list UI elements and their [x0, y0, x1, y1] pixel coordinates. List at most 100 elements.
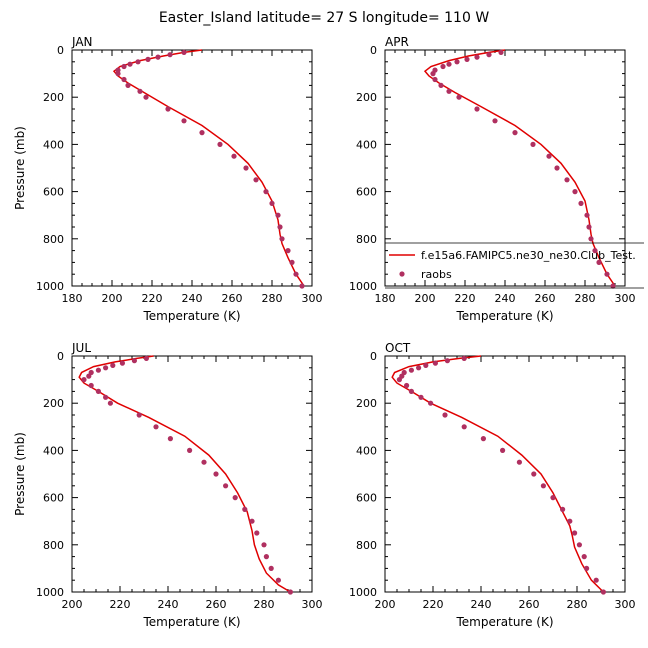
raobs-point [444, 358, 450, 364]
y-tick-label: 800 [43, 539, 64, 552]
raobs-point [279, 236, 285, 242]
legend-model-label: f.e15a6.FAMIPC5.ne30_ne30.Club_Test. [421, 249, 636, 262]
raobs-point [432, 360, 438, 366]
raobs-point [432, 76, 438, 83]
raobs-point [560, 506, 566, 512]
raobs-point [299, 283, 305, 289]
raobs-point [600, 589, 607, 595]
x-tick-label: 280 [575, 292, 596, 305]
raobs-point [480, 436, 486, 442]
y-tick-label: 600 [356, 492, 377, 505]
raobs-point [201, 459, 207, 465]
x-tick-label: 240 [495, 292, 516, 305]
y-tick-label: 800 [43, 233, 64, 246]
figure-title: Easter_Island latitude= 27 S longitude= … [159, 10, 489, 26]
y-axis-title: Pressure (mb) [13, 126, 27, 210]
raobs-point [88, 382, 94, 389]
plot-frame [71, 355, 313, 593]
raobs-point [446, 88, 452, 94]
y-tick-label: 400 [356, 138, 377, 151]
x-tick-label: 200 [415, 292, 436, 305]
raobs-point [418, 394, 424, 400]
raobs-point [567, 518, 573, 524]
raobs-point [136, 412, 142, 418]
x-tick-label: 300 [615, 598, 636, 611]
panel-jul: JUL 200 220 240 260 280 300 0 200 400 600 800 1000 Te… [13, 341, 323, 629]
raobs-point [199, 130, 205, 136]
legend-raobs-label: raobs [421, 268, 452, 281]
raobs-point [442, 412, 448, 418]
y-tick-label: 200 [356, 91, 377, 104]
x-tick-label: 240 [158, 598, 179, 611]
raobs-point [115, 71, 121, 77]
x-tick-label: 240 [471, 598, 492, 611]
raobs-point [530, 141, 536, 147]
x-tick-label: 260 [535, 292, 556, 305]
raobs-point [584, 565, 590, 572]
panel-label: JUL [71, 341, 91, 355]
raobs-point [440, 63, 446, 70]
y-tick-label: 0 [57, 44, 64, 57]
plot-frame [71, 49, 313, 287]
raobs-point [572, 530, 578, 536]
x-tick-label: 180 [375, 292, 396, 305]
raobs-point [456, 94, 462, 100]
raobs-point [269, 200, 275, 206]
raobs-point [187, 447, 193, 453]
x-tick-label: 300 [615, 292, 636, 305]
y-tick-label: 200 [43, 397, 64, 410]
raobs-point [287, 589, 293, 595]
panel-oct: OCT 200 220 240 260 280 300 0 200 400 600 800 1000 Te… [349, 341, 636, 629]
raobs-point [103, 365, 109, 371]
x-tick-label: 280 [567, 598, 588, 611]
raobs-point [572, 189, 578, 195]
raobs-point [464, 56, 470, 63]
raobs-point [253, 177, 259, 183]
y-tick-label: 1000 [349, 280, 377, 293]
raobs-point [430, 71, 436, 77]
raobs-point [167, 52, 173, 58]
raobs-point [428, 400, 434, 406]
x-axis-title: Temperature (K) [142, 615, 240, 629]
raobs-point [231, 153, 237, 159]
y-tick-label: 400 [356, 444, 377, 457]
raobs-point [461, 424, 467, 430]
raobs-point [167, 436, 173, 442]
raobs-point [263, 554, 269, 560]
raobs-point [217, 141, 223, 147]
panel-apr: APR 180 200 220 240 260 280 300 0 200 400 600 800 100… [349, 35, 644, 323]
raobs-point [275, 577, 281, 583]
y-axis-title: Pressure (mb) [13, 432, 27, 516]
raobs-point [293, 271, 299, 277]
raobs-point [181, 118, 187, 124]
raobs-point [213, 471, 219, 477]
raobs-point [243, 165, 249, 171]
raobs-point [474, 54, 480, 60]
model-line [112, 49, 305, 287]
y-tick-label: 0 [370, 44, 377, 57]
raobs-point [127, 61, 133, 67]
raobs-point [454, 59, 460, 65]
raobs-point [550, 495, 556, 501]
raobs-point [438, 82, 444, 88]
raobs-point [121, 76, 127, 83]
y-tick-label: 600 [43, 186, 64, 199]
x-tick-label: 280 [262, 292, 283, 305]
raobs-point [249, 518, 255, 524]
model-line [78, 355, 291, 593]
x-tick-label: 260 [222, 292, 243, 305]
raobs-point [254, 530, 260, 536]
raobs-point [119, 360, 125, 366]
y-tick-label: 600 [356, 186, 377, 199]
raobs-point [604, 271, 610, 277]
panel-jan: JAN 180 200 220 240 260 280 300 0 200 400 600 800 100… [13, 35, 323, 323]
raobs-point [540, 483, 547, 489]
x-tick-label: 220 [142, 292, 163, 305]
raobs-point [86, 373, 92, 379]
y-tick-label: 200 [356, 397, 377, 410]
raobs-point [242, 506, 248, 512]
raobs-point [131, 358, 137, 364]
raobs-point [81, 377, 87, 383]
raobs-point [232, 495, 238, 501]
